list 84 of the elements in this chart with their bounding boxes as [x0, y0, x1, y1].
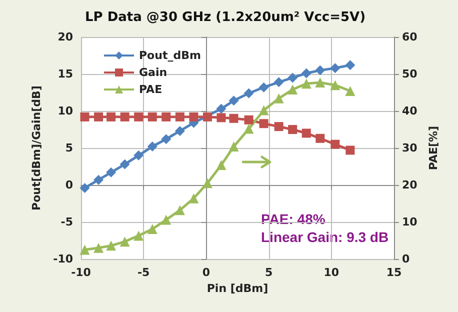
- point: [216, 113, 226, 122]
- point: [147, 224, 158, 234]
- point: [316, 134, 325, 143]
- point: [274, 122, 284, 132]
- point: [301, 78, 312, 89]
- y-tick-label: 5: [65, 142, 73, 154]
- x-tick-label: 10: [324, 266, 340, 279]
- y-tick-label: 20: [58, 30, 74, 44]
- y2-tick-label: 40: [402, 104, 418, 118]
- y-tick-label: -5: [60, 216, 73, 228]
- point: [120, 236, 130, 247]
- point: [202, 112, 212, 122]
- y2-tick-label: 50: [402, 68, 418, 80]
- point: [188, 193, 199, 204]
- point: [228, 96, 239, 106]
- point: [244, 88, 254, 98]
- y-tick-label: 15: [58, 68, 73, 80]
- point: [106, 112, 116, 122]
- point: [189, 112, 198, 122]
- point: [80, 112, 90, 122]
- x-tick-label: -5: [137, 266, 150, 279]
- point: [330, 80, 340, 90]
- x-tick-label: 0: [202, 266, 210, 279]
- point: [346, 146, 355, 155]
- point: [345, 60, 356, 70]
- point: [216, 160, 226, 170]
- point: [174, 205, 185, 216]
- point: [315, 65, 326, 76]
- point: [288, 84, 298, 95]
- y-tick-label: 0: [65, 178, 74, 192]
- point: [216, 104, 226, 114]
- point: [315, 78, 326, 88]
- point: [94, 174, 104, 185]
- point: [274, 93, 284, 104]
- point: [80, 182, 90, 193]
- y2-tick-label: 20: [402, 178, 418, 192]
- point: [302, 128, 311, 138]
- point: [258, 82, 269, 92]
- point: [175, 112, 184, 122]
- point: [120, 159, 130, 170]
- point: [162, 112, 171, 122]
- y-tick-label: 10: [58, 104, 74, 118]
- point: [161, 134, 172, 144]
- point: [244, 124, 254, 134]
- y2-tick-label: 60: [402, 30, 418, 44]
- point: [134, 112, 144, 122]
- point: [94, 242, 104, 253]
- chart-title: LP Data @30 GHz (1.2x20um² Vcc=5V): [85, 10, 366, 25]
- point: [148, 112, 157, 122]
- point: [94, 112, 104, 122]
- point: [161, 214, 172, 225]
- x-axis-title: Pin [dBm]: [206, 282, 268, 295]
- point: [106, 240, 116, 251]
- y2-tick-label: 30: [402, 142, 418, 154]
- legend-label: PAE: [139, 83, 162, 96]
- point: [202, 178, 212, 188]
- point: [106, 167, 116, 178]
- point: [229, 114, 238, 123]
- y-tick-label: -10: [53, 252, 74, 266]
- y2-axis-title: PAE[%]: [427, 126, 440, 170]
- point: [288, 72, 298, 83]
- point: [134, 230, 144, 241]
- y2-tick-label: 10: [402, 216, 418, 228]
- x-tick-label: 15: [386, 266, 402, 279]
- legend-label: Gain: [139, 66, 168, 79]
- x-tick-label: 5: [264, 266, 273, 279]
- point: [120, 112, 130, 122]
- point: [330, 63, 340, 74]
- point: [259, 119, 268, 128]
- point: [345, 86, 356, 96]
- point: [258, 105, 269, 116]
- legend-label: Pout_dBm: [139, 49, 201, 62]
- point: [244, 115, 254, 124]
- point: [174, 126, 185, 136]
- point: [228, 142, 239, 152]
- point: [80, 244, 90, 255]
- point: [147, 142, 158, 152]
- y-axis-title: Pout[dBm]/Gain[dB]: [30, 86, 44, 210]
- point: [301, 68, 312, 78]
- y2-tick-label: 0: [402, 252, 410, 266]
- point: [288, 125, 298, 134]
- point: [134, 150, 144, 160]
- point: [274, 77, 284, 88]
- point: [330, 140, 340, 149]
